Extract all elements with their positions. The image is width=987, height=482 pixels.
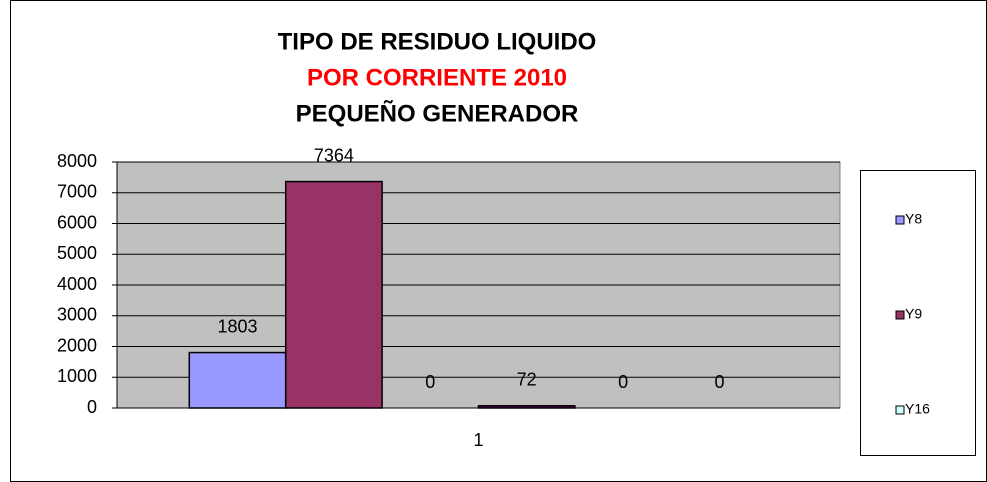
y-tick-label: 1000 [57, 366, 97, 386]
data-label: 0 [425, 372, 435, 392]
legend-swatch [895, 405, 905, 415]
y-tick-label: 4000 [57, 274, 97, 294]
legend-label: Y9 [905, 306, 922, 322]
data-label: 1803 [217, 316, 257, 336]
chart-title: POR CORRIENTE 2010 [307, 64, 567, 91]
y-tick-label: 5000 [57, 243, 97, 263]
y-tick-label: 2000 [57, 335, 97, 355]
y-tick-label: 0 [87, 397, 97, 417]
chart-title: TIPO DE RESIDUO LIQUIDO [278, 28, 597, 55]
data-label: 7364 [314, 145, 354, 165]
data-label: 0 [618, 372, 628, 392]
y-tick-label: 8000 [57, 151, 97, 171]
y-tick-label: 6000 [57, 212, 97, 232]
legend-label: Y8 [905, 211, 922, 227]
x-tick-label: 1 [473, 430, 483, 450]
y-tick-label: 3000 [57, 305, 97, 325]
bar [188, 351, 287, 409]
legend-label: Y16 [905, 401, 930, 417]
data-label: 72 [517, 370, 537, 390]
bar [284, 180, 383, 409]
legend-swatch [895, 215, 905, 225]
legend-swatch [895, 310, 905, 320]
y-tick-label: 7000 [57, 182, 97, 202]
chart-title: PEQUEÑO GENERADOR [296, 99, 579, 127]
legend [860, 170, 976, 456]
data-label: 0 [714, 372, 724, 392]
bar [477, 405, 576, 409]
